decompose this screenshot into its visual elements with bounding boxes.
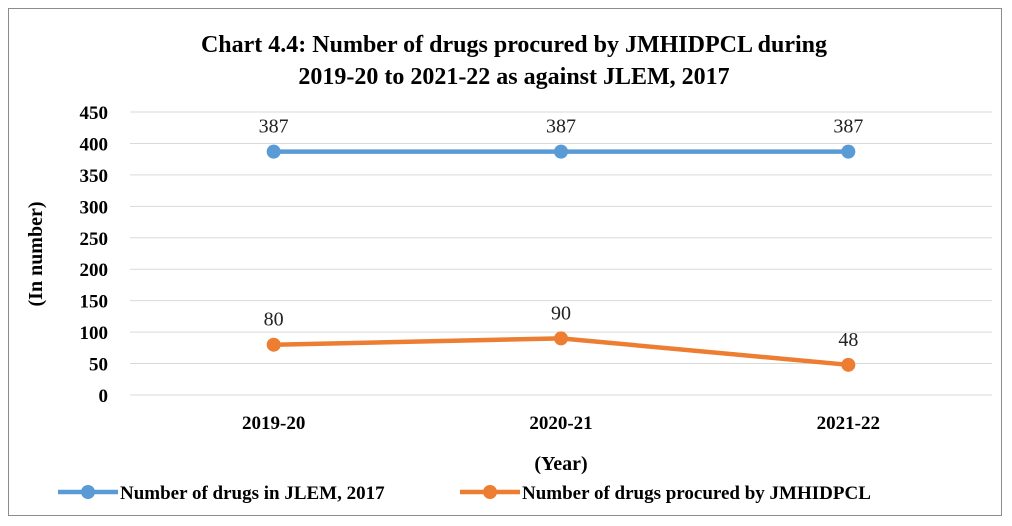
chart-title-line-1: Chart 4.4: Number of drugs procured by J… [201,32,827,58]
chart-title-line-2: 2019-20 to 2021-22 as against JLEM, 2017 [298,64,729,90]
y-tick-label: 400 [80,134,109,155]
series-2: 80 90 48 [264,302,858,372]
data-point [554,331,568,346]
data-point [841,144,856,159]
data-label: 80 [264,309,284,331]
y-tick-label: 150 [80,292,109,313]
series-1: 387 387 387 [259,116,863,159]
y-tick-label: 450 [80,103,109,124]
y-axis-title: (In number) [25,201,47,306]
data-label: 387 [833,116,863,138]
data-label: 90 [551,302,571,324]
y-tick-label: 250 [80,229,109,250]
x-tick-label: 2021-22 [817,413,880,434]
legend-marker [483,485,497,499]
x-axis-title: (Year) [534,453,587,475]
y-tick-label: 300 [80,197,109,218]
data-point [554,144,568,159]
x-axis-ticks: 2019-20 2020-21 2021-22 [242,413,880,434]
legend-label: Number of drugs procured by JMHIDPCL [522,483,871,504]
data-point [841,357,856,372]
x-tick-label: 2020-21 [529,413,592,434]
gridlines [130,111,992,396]
series-lines: 387 387 387 80 90 48 [259,116,863,372]
data-point [266,337,281,352]
legend-marker [81,485,95,499]
y-axis-ticks: 0 50 100 150 200 250 300 350 400 450 [80,103,109,407]
y-tick-label: 200 [80,260,109,281]
chart-frame [8,8,1002,516]
legend-item: Number of drugs in JLEM, 2017 [58,483,385,504]
y-tick-label: 100 [80,323,109,344]
data-label: 387 [259,116,289,138]
legend-item: Number of drugs procured by JMHIDPCL [460,483,871,504]
data-point [266,144,281,159]
legend-label: Number of drugs in JLEM, 2017 [120,483,385,504]
y-tick-label: 0 [99,386,109,407]
x-tick-label: 2019-20 [242,413,305,434]
y-tick-label: 350 [80,166,109,187]
data-label: 387 [546,116,576,138]
data-label: 48 [838,329,858,351]
y-tick-label: 50 [89,355,108,376]
legend: Number of drugs in JLEM, 2017 Number of d… [58,483,871,504]
